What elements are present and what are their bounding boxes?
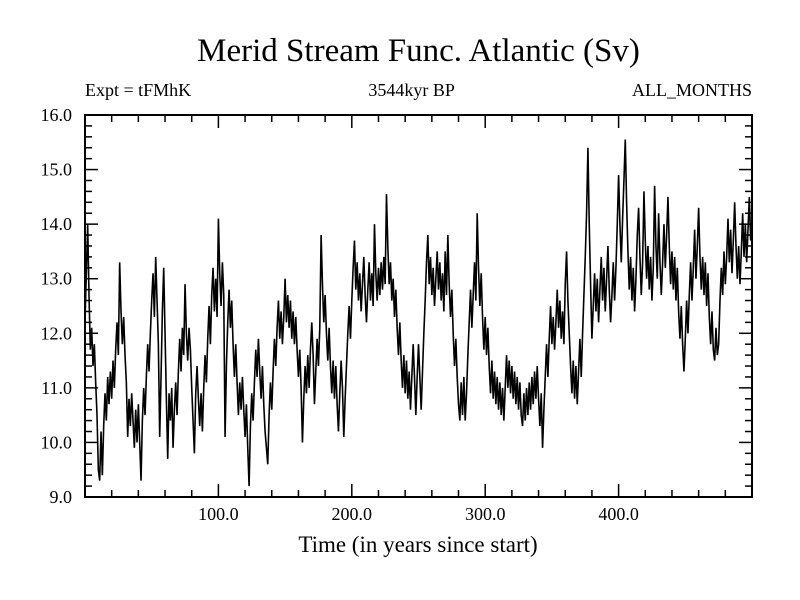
y-tick-label: 13.0 [41,269,73,289]
time-bp-label: 3544kyr BP [368,80,455,100]
axis-tick-labels: 100.0 200.0 300.0 400.0 9.0 10.0 11.0 12.0 13.0 1… [41,105,639,524]
x-tick-label: 200.0 [332,504,373,524]
y-tick-label: 11.0 [41,378,72,398]
x-axis-title: Time (in years since start) [298,532,537,557]
chart-title: Merid Stream Func. Atlantic (Sv) [197,33,640,69]
y-tick-label: 15.0 [41,160,73,180]
chart-subheader: Expt = tFMhK 3544kyr BP ALL_MONTHS [85,80,752,101]
x-tick-label: 100.0 [198,504,239,524]
experiment-label: Expt = tFMhK [85,80,192,100]
y-tick-label: 12.0 [41,323,73,343]
x-tick-label: 300.0 [465,504,506,524]
x-tick-label: 400.0 [598,504,639,524]
data-line [84,139,753,487]
y-tick-label: 9.0 [50,487,73,507]
y-tick-label: 16.0 [41,105,73,125]
y-tick-label: 14.0 [41,214,73,234]
y-tick-label: 10.0 [41,432,73,452]
months-label: ALL_MONTHS [632,80,752,100]
